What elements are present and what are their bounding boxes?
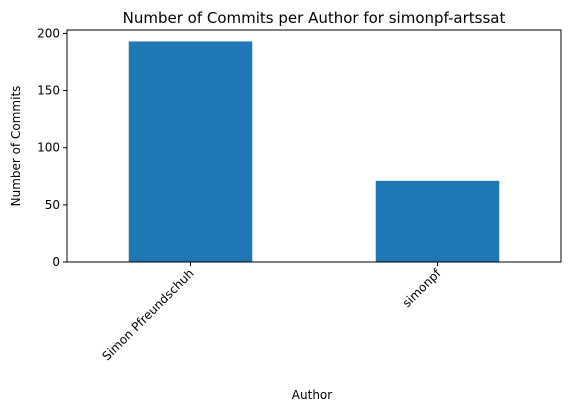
y-tick-label: 150 bbox=[37, 84, 60, 98]
bars-group bbox=[128, 41, 500, 262]
y-axis-label: Number of Commits bbox=[9, 86, 23, 207]
x-axis: Simon Pfreundschuh simonpf bbox=[99, 262, 444, 363]
y-tick-label: 50 bbox=[45, 198, 60, 212]
y-tick-label: 200 bbox=[37, 26, 60, 40]
y-tick-label: 0 bbox=[52, 255, 60, 269]
y-axis: 0 50 100 150 200 bbox=[37, 26, 67, 269]
bar bbox=[128, 41, 253, 262]
plot-frame bbox=[66, 29, 562, 263]
x-axis-label: Author bbox=[292, 388, 332, 402]
x-tick-label: simonpf bbox=[400, 266, 444, 310]
bar bbox=[375, 180, 500, 262]
chart-title: Number of Commits per Author for simonpf… bbox=[123, 9, 506, 27]
y-tick-label: 100 bbox=[37, 141, 60, 155]
x-tick-label: Simon Pfreundschuh bbox=[99, 266, 196, 363]
